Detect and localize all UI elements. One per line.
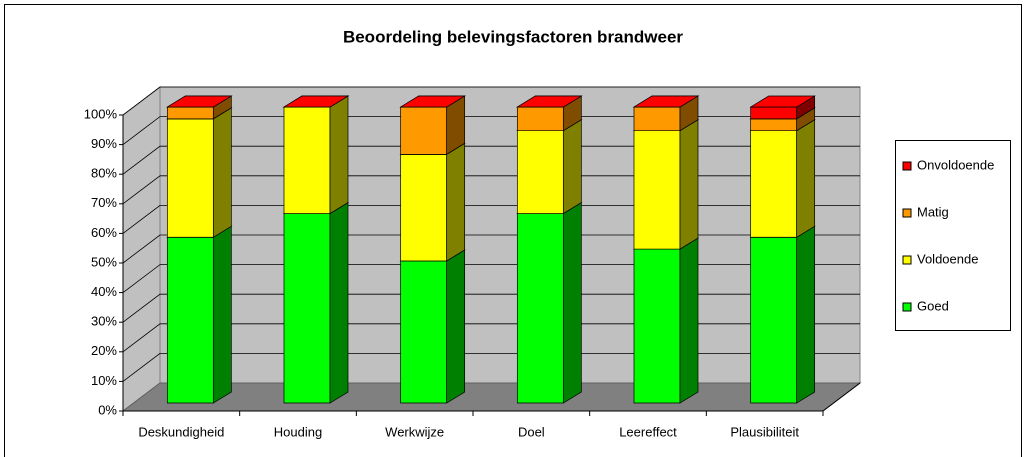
grid-line [122, 234, 860, 264]
legend-swatch [902, 302, 912, 312]
grid-line [122, 116, 860, 145]
x-tick-label: Doel [518, 424, 545, 439]
bar-side [562, 201, 582, 404]
x-tick-label: Werkwijze [385, 424, 444, 439]
y-tick-label: 100% [84, 106, 118, 121]
bar-segment [633, 106, 681, 132]
legend-label: Matig [917, 204, 949, 219]
x-axis-edge [822, 382, 861, 412]
bar-top [399, 95, 466, 108]
bar-side [796, 225, 816, 404]
bar-segment [633, 130, 681, 250]
bar-side [329, 95, 349, 215]
bar-side [679, 119, 699, 250]
bar-segment [750, 118, 798, 132]
legend-swatch [902, 161, 912, 171]
bar-segment [166, 118, 214, 238]
bar-segment [400, 260, 448, 404]
x-tick-label: Leereffect [619, 424, 677, 439]
grid-line [122, 145, 860, 175]
legend-label: Voldoende [917, 251, 978, 266]
y-tick-label: 50% [91, 254, 117, 269]
y-tick-label: 0% [98, 402, 117, 417]
legend-swatch [902, 255, 912, 265]
x-tick-label: Houding [274, 424, 322, 439]
bar-side [796, 119, 816, 238]
bar-segment [516, 213, 564, 404]
grid-line [122, 293, 860, 323]
y-tick-label: 70% [91, 195, 117, 210]
grid-line [122, 323, 860, 353]
y-tick-label: 20% [91, 343, 117, 358]
bar-side [212, 225, 232, 404]
y-tick-label: 80% [91, 166, 117, 181]
bar-top [516, 95, 583, 108]
legend-swatch [902, 208, 912, 218]
floor [121, 382, 862, 412]
grid-line [122, 204, 860, 234]
bar-top [632, 95, 700, 108]
bar-segment [283, 213, 331, 404]
bar-segment [750, 106, 798, 120]
bar-segment [633, 248, 681, 404]
bar-top [282, 95, 350, 108]
bar-side [446, 142, 466, 262]
bar-segment [166, 236, 214, 404]
y-tick-label: 60% [91, 225, 117, 240]
bar-segment [400, 154, 448, 262]
legend-label: Goed [917, 298, 949, 313]
bar-side [212, 107, 232, 238]
chart-title: Beoordeling belevingsfactoren brandweer [343, 27, 683, 46]
legend [895, 140, 1011, 331]
grid-line [122, 264, 860, 293]
bar-segment [400, 106, 448, 155]
bar-segment [166, 106, 214, 120]
y-tick-label: 10% [91, 373, 117, 388]
grid-line [122, 175, 860, 205]
bar-top [166, 95, 233, 108]
y-tick-label: 30% [91, 314, 117, 329]
bar-segment [516, 106, 564, 132]
bar-segment [750, 236, 798, 404]
x-tick-label: Plausibiliteit [730, 424, 799, 439]
bar-side [679, 237, 699, 404]
grid-line [122, 352, 860, 382]
bar-segment [750, 130, 798, 238]
y-tick-label: 90% [91, 136, 117, 151]
x-tick-label: Deskundigheid [138, 424, 224, 439]
bar-top [749, 95, 816, 108]
bar-segment [516, 130, 564, 214]
grid-line [122, 86, 860, 116]
legend-label: Onvoldoende [917, 157, 994, 172]
bar-side [446, 249, 466, 404]
bar-segment [283, 106, 331, 214]
y-tick-label: 40% [91, 284, 117, 299]
bar-side [562, 119, 582, 215]
bar-side [329, 201, 349, 404]
